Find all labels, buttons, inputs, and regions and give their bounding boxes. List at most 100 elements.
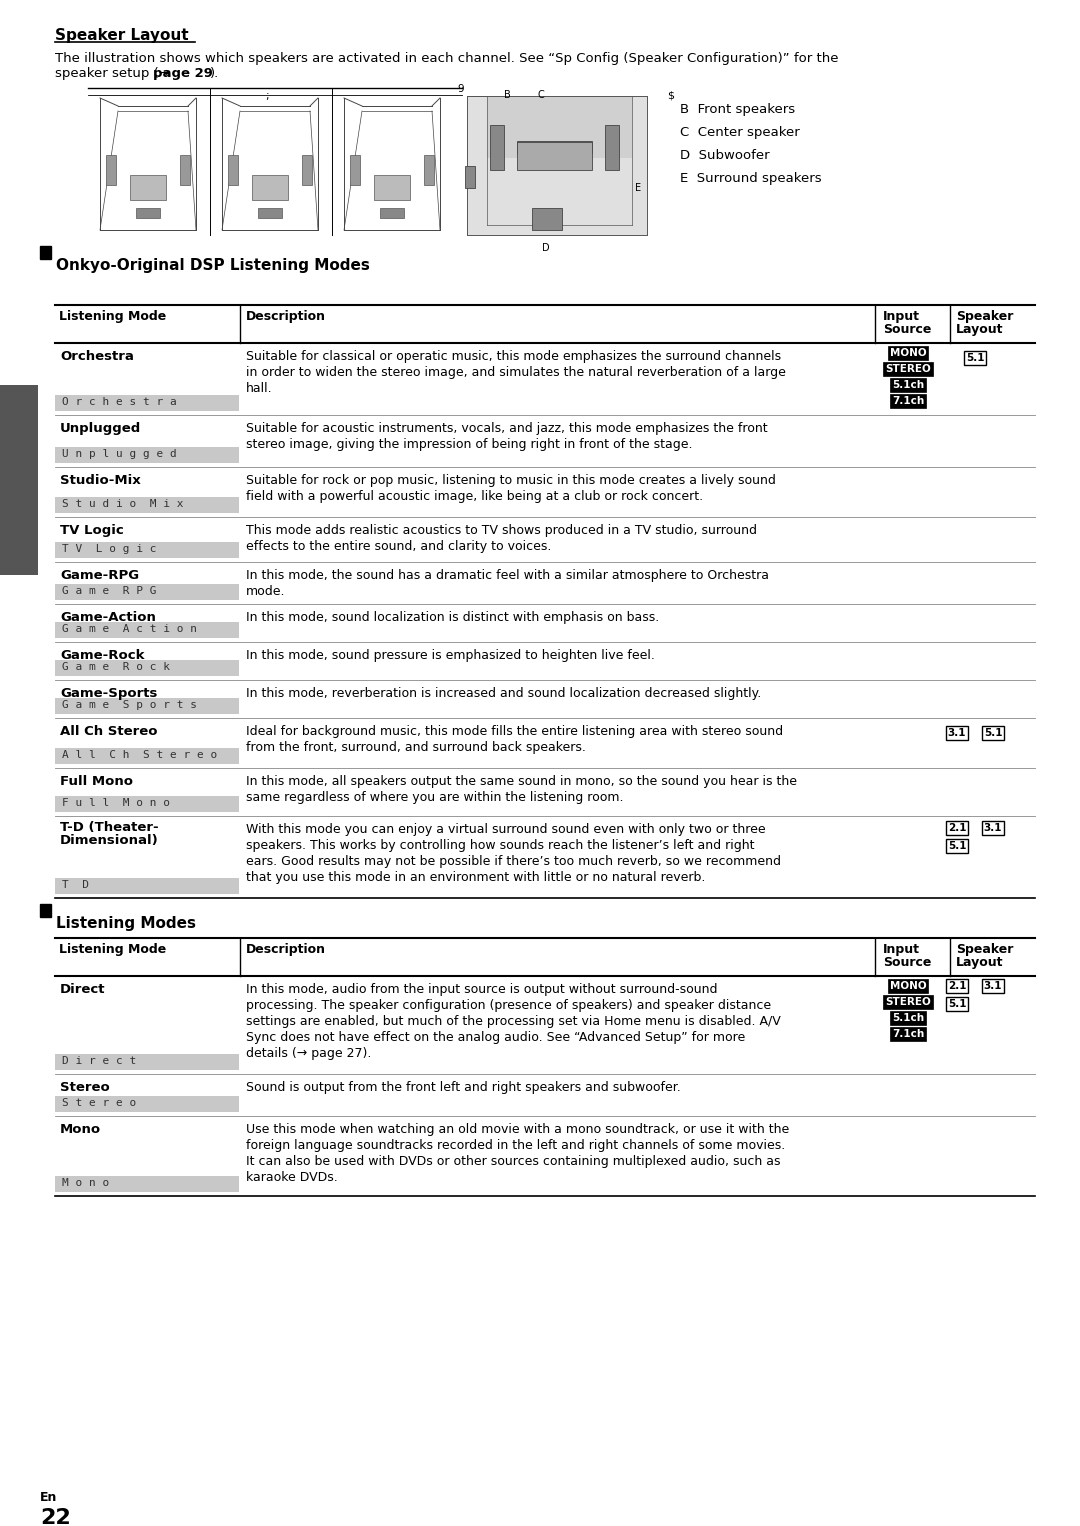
Text: E: E [635,183,642,192]
Bar [40,903,51,917]
Bar [374,175,410,200]
Text: Dimensional): Dimensional) [60,835,159,847]
Text: Game-RPG: Game-RPG [60,569,139,581]
Text: Full Mono: Full Mono [60,775,133,787]
Text: In this mode, audio from the input source is output without surround-sound
proce: In this mode, audio from the input sourc… [246,983,781,1061]
Text: 3.1: 3.1 [984,981,1002,990]
Text: Orchestra: Orchestra [60,349,134,363]
Text: TV Logic: TV Logic [60,523,124,537]
Text: Suitable for acoustic instruments, vocals, and jazz, this mode emphasizes the fr: Suitable for acoustic instruments, vocal… [246,423,768,452]
Text: 7.1ch: 7.1ch [892,1029,924,1039]
Bar [180,156,190,185]
Text: 3.1: 3.1 [984,823,1002,833]
Text: Studio-Mix: Studio-Mix [60,475,140,487]
Text: U n p l u g g e d: U n p l u g g e d [62,449,177,459]
Text: D: D [542,243,550,253]
Text: Ideal for background music, this mode fills the entire listening area with stere: Ideal for background music, this mode fi… [246,725,783,754]
Text: C: C [537,90,543,101]
Bar [55,697,239,714]
Text: MONO: MONO [890,348,927,359]
Text: Suitable for rock or pop music, listening to music in this mode creates a lively: Suitable for rock or pop music, listenin… [246,475,775,504]
Text: S t u d i o  M i x: S t u d i o M i x [62,499,184,510]
Bar [55,542,239,559]
Text: 7.1ch: 7.1ch [892,397,924,406]
Text: G a m e  S p o r t s: G a m e S p o r t s [62,700,197,710]
Bar [532,208,562,230]
Text: Listening Mode: Listening Mode [59,310,166,324]
Text: Input: Input [883,310,920,324]
Text: Use this mode when watching an old movie with a mono soundtrack, or use it with : Use this mode when watching an old movie… [246,1123,789,1184]
Text: 2.1: 2.1 [948,823,967,833]
Text: E  Surround speakers: E Surround speakers [680,172,822,185]
Bar [0,385,38,575]
Text: Description: Description [246,943,326,955]
Text: 5.1ch: 5.1ch [892,380,924,391]
Text: S t e r e o: S t e r e o [62,1099,136,1108]
Text: 22: 22 [40,1508,71,1526]
Bar [55,395,239,410]
Text: F u l l  M o n o: F u l l M o n o [62,798,170,807]
Text: 5.1: 5.1 [966,353,984,363]
Bar [55,748,239,765]
Text: M o n o: M o n o [62,1178,109,1189]
Text: ;: ; [265,92,269,101]
Text: D  Subwoofer: D Subwoofer [680,150,770,162]
Text: Unplugged: Unplugged [60,423,141,435]
Bar [228,156,238,185]
Bar [55,797,239,812]
Text: T-D (Theater-: T-D (Theater- [60,821,159,835]
Text: Sound is output from the front left and right speakers and subwoofer.: Sound is output from the front left and … [246,1080,680,1094]
Text: Direct: Direct [60,983,106,996]
Bar [55,661,239,676]
Text: T  D: T D [62,881,89,890]
Text: T V  L o g i c: T V L o g i c [62,543,157,554]
Text: 5.1: 5.1 [948,1000,967,1009]
Text: 5.1ch: 5.1ch [892,1013,924,1022]
Text: ).: ). [210,67,219,79]
Text: In this mode, all speakers output the same sound in mono, so the sound you hear : In this mode, all speakers output the sa… [246,775,797,804]
Text: Game-Sports: Game-Sports [60,687,158,700]
Bar [258,208,282,218]
Text: Mono: Mono [60,1123,102,1135]
Text: Stereo: Stereo [60,1080,110,1094]
Polygon shape [487,96,632,159]
Bar [130,175,166,200]
Bar [252,175,288,200]
Text: Speaker: Speaker [956,310,1013,324]
Bar [55,1054,239,1070]
Text: B: B [504,90,511,101]
Polygon shape [467,96,647,235]
Text: 9: 9 [457,84,463,95]
Text: $: $ [667,90,674,101]
Text: This mode adds realistic acoustics to TV shows produced in a TV studio, surround: This mode adds realistic acoustics to TV… [246,523,757,552]
Text: 5.1: 5.1 [984,728,1002,739]
Text: Speaker Layout: Speaker Layout [55,27,189,43]
Text: A l l  C h  S t e r e o: A l l C h S t e r e o [62,749,217,760]
Text: Suitable for classical or operatic music, this mode emphasizes the surround chan: Suitable for classical or operatic music… [246,349,786,395]
Text: MONO: MONO [890,981,927,990]
Text: B  Front speakers: B Front speakers [680,102,795,116]
Bar [302,156,312,185]
Text: Game-Action: Game-Action [60,610,156,624]
Text: In this mode, sound pressure is emphasized to heighten live feel.: In this mode, sound pressure is emphasiz… [246,649,654,662]
Text: C  Center speaker: C Center speaker [680,127,800,139]
Text: All Ch Stereo: All Ch Stereo [60,725,158,739]
Text: Layout: Layout [956,324,1003,336]
Text: Listening Mode: Listening Mode [59,943,166,955]
Text: Layout: Layout [956,955,1003,969]
Text: With this mode you can enjoy a virtual surround sound even with only two or thre: With this mode you can enjoy a virtual s… [246,823,781,884]
Text: Source: Source [883,324,931,336]
Text: Speaker: Speaker [956,943,1013,955]
Text: In this mode, the sound has a dramatic feel with a similar atmosphere to Orchest: In this mode, the sound has a dramatic f… [246,569,769,598]
Text: 5.1: 5.1 [948,841,967,852]
Bar [55,623,239,638]
Text: speaker setup (→: speaker setup (→ [55,67,174,79]
Bar [490,125,504,169]
Text: G a m e  R P G: G a m e R P G [62,586,157,597]
Text: page 29: page 29 [153,67,213,79]
Text: Source: Source [883,955,931,969]
Text: Game-Rock: Game-Rock [60,649,145,662]
Bar [55,1177,239,1192]
Bar [55,1096,239,1112]
Bar [380,208,404,218]
